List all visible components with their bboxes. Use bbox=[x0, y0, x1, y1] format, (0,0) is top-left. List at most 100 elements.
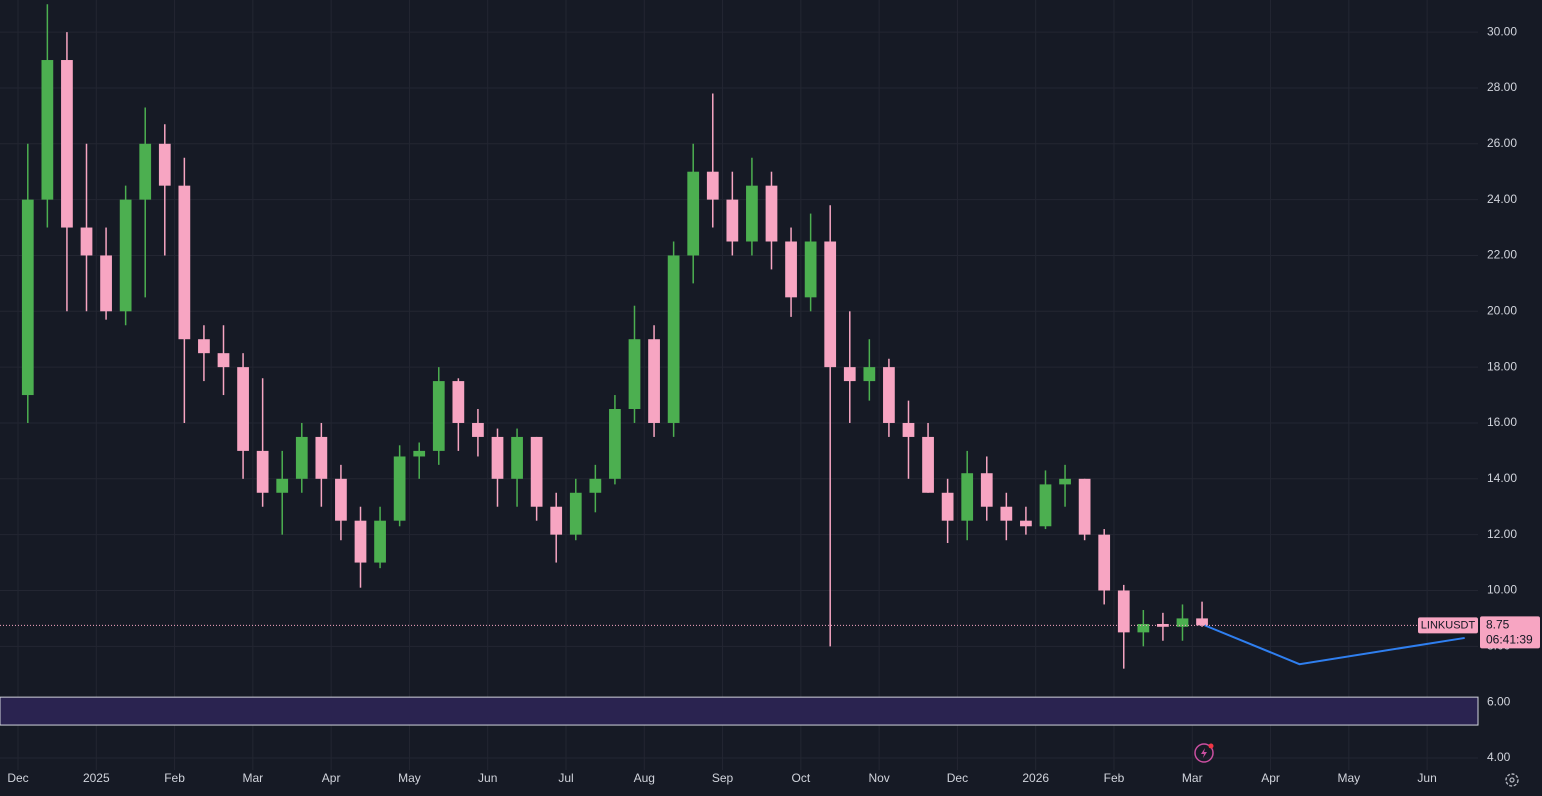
candle-body bbox=[922, 436, 934, 493]
y-tick-label: 20.00 bbox=[1487, 303, 1517, 317]
candle-body bbox=[883, 367, 895, 423]
gear bbox=[1505, 773, 1519, 787]
candle-body bbox=[804, 241, 817, 298]
x-tick-label: Sep bbox=[712, 771, 734, 785]
x-tick-label: Apr bbox=[322, 771, 341, 785]
x-tick-label: Feb bbox=[1104, 771, 1125, 785]
candle-body bbox=[335, 478, 347, 521]
candle-body bbox=[863, 367, 876, 382]
x-tick-label: Dec bbox=[7, 771, 28, 785]
x-tick-label: Aug bbox=[634, 771, 655, 785]
candle-body bbox=[1157, 623, 1169, 627]
candle-body bbox=[237, 367, 249, 451]
price-label: 8.75 bbox=[1486, 618, 1510, 632]
candle-body bbox=[726, 199, 739, 242]
candle-body bbox=[511, 436, 523, 479]
candle-body bbox=[315, 436, 328, 479]
candle-body bbox=[609, 409, 621, 479]
candle-body bbox=[452, 381, 465, 423]
candle-body bbox=[785, 241, 797, 298]
settings-icon[interactable] bbox=[1505, 773, 1519, 787]
candle-body bbox=[941, 492, 954, 521]
symbol-label: LINKUSDT bbox=[1421, 619, 1476, 631]
candle-body bbox=[178, 185, 191, 340]
candle-body bbox=[41, 60, 54, 200]
y-tick-label: 28.00 bbox=[1487, 80, 1517, 94]
x-tick-label: 2026 bbox=[1022, 771, 1049, 785]
candle-body bbox=[1176, 618, 1189, 627]
y-tick-label: 18.00 bbox=[1487, 359, 1517, 373]
projection-line bbox=[1204, 624, 1465, 666]
candle-body bbox=[80, 227, 93, 256]
y-tick-label: 4.00 bbox=[1487, 750, 1511, 764]
candle-body bbox=[158, 143, 171, 186]
candle-body bbox=[746, 185, 758, 242]
candle-body bbox=[1059, 478, 1071, 485]
candle-body bbox=[824, 241, 837, 368]
candle-body bbox=[472, 422, 484, 437]
candle-body bbox=[21, 199, 34, 396]
candle-body bbox=[119, 199, 132, 312]
candle-body bbox=[217, 353, 230, 368]
candle-body bbox=[687, 171, 700, 256]
candle-body bbox=[354, 520, 367, 563]
countdown-label: 06:41:39 bbox=[1486, 633, 1533, 647]
y-tick-label: 22.00 bbox=[1487, 248, 1517, 262]
x-tick-label: Dec bbox=[947, 771, 968, 785]
candle-body bbox=[276, 478, 289, 493]
candle-body bbox=[961, 473, 974, 521]
candle-body bbox=[706, 171, 719, 200]
x-tick-label: May bbox=[398, 771, 421, 785]
candle-body bbox=[1000, 506, 1013, 521]
candle-body bbox=[765, 185, 778, 242]
candle-body bbox=[628, 339, 641, 410]
x-tick-label: May bbox=[1337, 771, 1360, 785]
candle-body bbox=[1117, 590, 1130, 633]
x-tick-label: 2025 bbox=[83, 771, 110, 785]
zone bbox=[0, 696, 1479, 726]
candle-body bbox=[61, 60, 73, 228]
candle-body bbox=[256, 450, 269, 493]
candle-body bbox=[980, 473, 993, 507]
candle-body bbox=[1020, 520, 1032, 527]
candle-body bbox=[1137, 623, 1150, 633]
alert-bolt bbox=[1201, 748, 1207, 758]
candle-body bbox=[569, 492, 582, 535]
y-tick-label: 10.00 bbox=[1487, 583, 1517, 597]
y-tick-label: 30.00 bbox=[1487, 24, 1517, 38]
y-tick-label: 12.00 bbox=[1487, 527, 1517, 541]
candle-body bbox=[491, 436, 504, 479]
x-tick-label: Apr bbox=[1261, 771, 1280, 785]
candle-body bbox=[1196, 618, 1208, 626]
alert-dot bbox=[1208, 743, 1214, 749]
x-tick-label: Mar bbox=[243, 771, 264, 785]
candle-body bbox=[432, 381, 445, 451]
candle-body bbox=[1098, 534, 1111, 591]
candle-body bbox=[413, 450, 426, 457]
y-tick-label: 6.00 bbox=[1487, 694, 1511, 708]
candle-body bbox=[374, 520, 386, 563]
candle-body bbox=[648, 339, 660, 423]
alert-icon[interactable] bbox=[1194, 743, 1214, 763]
candle-body bbox=[393, 456, 406, 521]
x-tick-label: Jun bbox=[478, 771, 497, 785]
price-tag bbox=[1480, 616, 1540, 649]
y-tick-label: 16.00 bbox=[1487, 415, 1517, 429]
candle-body bbox=[530, 436, 543, 507]
candle-body bbox=[198, 339, 210, 354]
x-tick-label: Mar bbox=[1182, 771, 1203, 785]
candle-body bbox=[139, 143, 152, 200]
candle-body bbox=[667, 255, 680, 423]
x-tick-label: Oct bbox=[792, 771, 811, 785]
symbol-tag bbox=[1418, 617, 1478, 634]
y-tick-label: 24.00 bbox=[1487, 192, 1517, 206]
y-tick-label: 14.00 bbox=[1487, 471, 1517, 485]
candle-body bbox=[550, 506, 563, 535]
candle-body bbox=[1078, 478, 1091, 535]
x-tick-label: Nov bbox=[868, 771, 889, 785]
candle-body bbox=[295, 436, 308, 479]
alert-ring bbox=[1194, 743, 1214, 763]
